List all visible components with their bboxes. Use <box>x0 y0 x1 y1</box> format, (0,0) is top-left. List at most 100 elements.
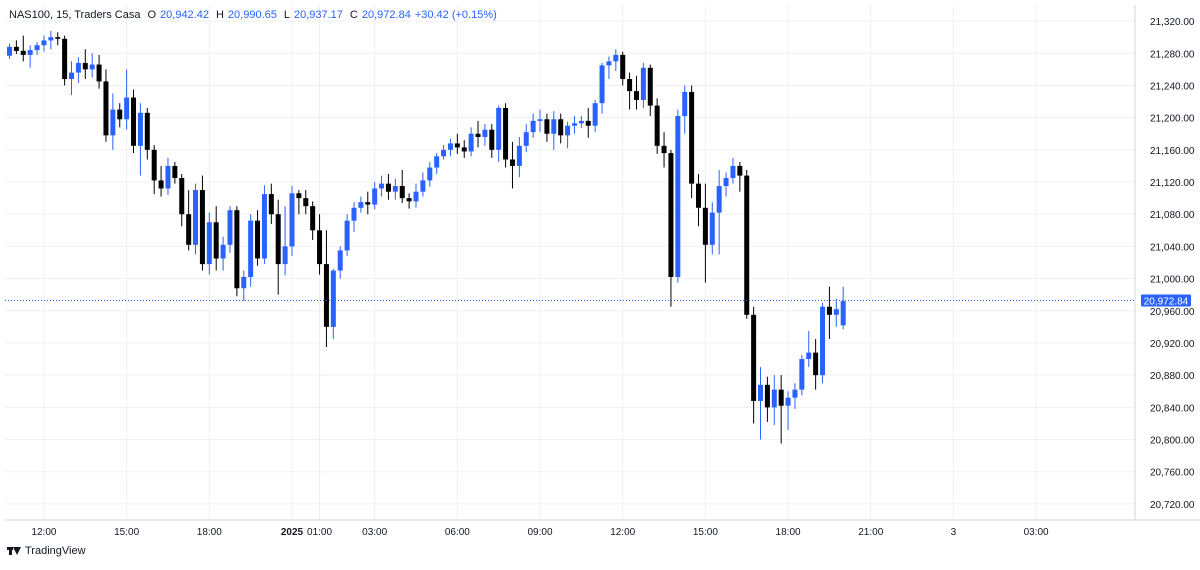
candle-body <box>275 214 281 265</box>
candle-up <box>716 169 722 255</box>
candle-down <box>558 113 564 144</box>
candle-body <box>516 145 522 166</box>
candle-up <box>7 43 12 59</box>
candle-up <box>248 214 254 287</box>
candle-body <box>248 220 254 277</box>
candle-up <box>69 61 75 96</box>
candle-body <box>268 194 274 215</box>
candle-up <box>551 111 557 150</box>
candle-body <box>454 143 460 148</box>
candle-body <box>758 384 764 401</box>
candle-body <box>730 165 736 179</box>
candle-down <box>385 173 391 200</box>
high-label: H <box>215 9 224 21</box>
candle-body <box>310 206 316 231</box>
candle-body <box>420 180 426 192</box>
y-tick-label: 20,920.00 <box>1150 339 1195 350</box>
candle-body <box>55 37 61 39</box>
y-tick-label: 21,280.00 <box>1150 49 1195 60</box>
candle-up <box>523 124 529 153</box>
candle-down <box>365 191 371 215</box>
candle-body <box>702 207 708 245</box>
candle-up <box>730 157 736 184</box>
x-tick-label: 03:00 <box>1024 527 1049 538</box>
close-label: C <box>349 9 358 21</box>
tradingview-logo-icon <box>7 546 21 556</box>
candle-up <box>110 93 116 150</box>
candle-body <box>165 165 171 189</box>
candle-body <box>110 109 116 136</box>
x-tick-label: 21:00 <box>858 527 883 538</box>
candle-up <box>27 45 33 68</box>
candles <box>7 30 846 444</box>
candle-body <box>103 81 109 136</box>
open-label: O <box>147 9 157 21</box>
x-tick-label: 18:00 <box>197 527 222 538</box>
candle-up <box>227 206 233 253</box>
y-tick-label: 21,320.00 <box>1150 17 1195 28</box>
x-tick-label: 06:00 <box>445 527 470 538</box>
x-tick-label: 15:00 <box>114 527 139 538</box>
candle-down <box>144 108 150 160</box>
candle-down <box>55 32 61 46</box>
candle-body <box>172 165 178 179</box>
price-axis[interactable]: 21,320.00 21,280.00 21,240.00 21,200.00 21,1… <box>1150 17 1195 511</box>
tradingview-branding[interactable]: TradingView <box>7 545 86 557</box>
candle-body <box>709 212 715 245</box>
x-tick-label: 12:00 <box>31 527 56 538</box>
candle-body <box>117 109 123 120</box>
candle-down <box>544 113 550 142</box>
candle-up <box>41 35 47 52</box>
candle-up <box>206 212 212 275</box>
candle-body <box>661 145 667 154</box>
candle-body <box>358 202 364 208</box>
candle-body <box>840 301 846 326</box>
candle-down <box>585 108 591 138</box>
last-price-line: 20,972.84 <box>5 294 1191 307</box>
candle-body <box>833 309 839 315</box>
candle-body <box>317 230 323 265</box>
candle-up <box>165 157 171 195</box>
candle-up <box>606 56 612 80</box>
candle-up <box>344 214 350 257</box>
candle-up <box>434 153 440 174</box>
symbol-title[interactable]: NAS100, 15, Traders Casa <box>9 9 141 21</box>
candle-body <box>255 220 261 259</box>
candle-body <box>372 188 378 205</box>
candle-body <box>503 108 509 160</box>
candle-body <box>379 183 385 189</box>
candle-body <box>523 132 529 146</box>
candle-up <box>193 183 199 255</box>
candle-up <box>723 172 729 197</box>
candle-down <box>461 140 467 158</box>
candle-body <box>475 133 481 137</box>
y-tick-label: 21,080.00 <box>1150 210 1195 221</box>
candle-body <box>792 389 798 398</box>
candle-up <box>261 185 267 265</box>
last-price-label: 20,972.84 <box>1144 296 1189 307</box>
candle-down <box>696 173 701 227</box>
candle-body <box>633 91 639 100</box>
candle-up <box>420 172 426 197</box>
candle-up <box>571 116 577 134</box>
candle-down <box>268 183 274 224</box>
candle-body <box>48 37 54 41</box>
candle-body <box>344 220 350 251</box>
candle-body <box>585 120 591 126</box>
x-tick-label: 01:00 <box>307 527 332 538</box>
candle-body <box>826 306 832 315</box>
candle-body <box>751 314 757 401</box>
candle-body <box>447 143 453 150</box>
candle-down <box>737 161 743 192</box>
candle-body <box>193 190 199 245</box>
candle-down <box>317 214 323 275</box>
time-axis[interactable]: 12:00 15:00 18:00 2025 01:00 03:00 06:00 09:00 1… <box>31 527 1049 538</box>
candle-down <box>454 133 460 154</box>
candle-body <box>20 50 26 55</box>
candle-up <box>289 186 295 257</box>
candle-body <box>69 72 75 80</box>
candle-body <box>482 129 488 137</box>
high-value: 20,990.65 <box>227 9 277 21</box>
